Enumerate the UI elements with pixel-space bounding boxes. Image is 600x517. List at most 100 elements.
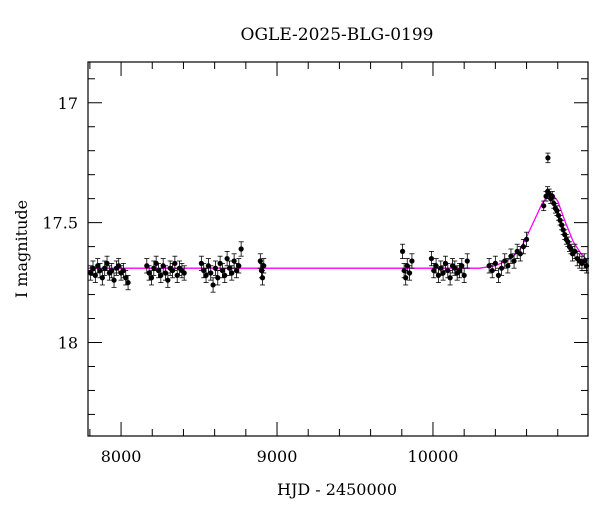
y-tick-label: 17: [58, 94, 78, 113]
data-point: [92, 267, 98, 283]
data-point: [203, 267, 209, 283]
point-marker: [545, 155, 551, 161]
x-tick-label: 8000: [101, 447, 142, 466]
point-marker: [215, 275, 221, 281]
data-point: [502, 253, 508, 269]
point-marker: [151, 265, 157, 271]
data-point: [409, 253, 415, 269]
x-tick-label: 10000: [408, 447, 459, 466]
data-point: [210, 277, 216, 293]
point-marker: [172, 260, 178, 266]
point-marker: [523, 236, 530, 243]
data-point: [447, 270, 453, 286]
data-point: [492, 255, 498, 271]
data-point: [464, 253, 470, 269]
point-marker: [109, 267, 115, 274]
data-point: [111, 272, 117, 288]
point-marker: [102, 265, 108, 271]
point-marker: [99, 275, 105, 281]
point-marker: [438, 265, 444, 271]
data-point: [158, 267, 164, 283]
point-marker: [409, 258, 415, 264]
point-marker: [508, 253, 514, 259]
point-marker: [495, 272, 502, 278]
data-point: [125, 274, 131, 291]
data-point: [511, 253, 517, 269]
data-point: [208, 265, 214, 281]
point-marker: [111, 277, 117, 283]
point-marker: [146, 270, 152, 276]
point-marker: [428, 255, 435, 262]
point-marker: [212, 265, 219, 271]
point-marker: [511, 258, 517, 264]
data-point: [461, 267, 467, 283]
point-marker: [257, 258, 263, 264]
data-point: [224, 250, 230, 267]
point-marker: [459, 263, 465, 269]
point-marker: [505, 263, 511, 269]
point-marker: [581, 258, 587, 264]
point-marker: [208, 270, 214, 276]
point-marker: [224, 255, 230, 262]
point-marker: [236, 263, 242, 269]
point-marker: [125, 279, 131, 286]
data-point: [495, 267, 502, 283]
data-points-group: [88, 152, 590, 293]
model-curve-group: [88, 193, 589, 269]
point-marker: [201, 267, 207, 274]
point-marker: [95, 263, 101, 269]
point-marker: [403, 275, 409, 281]
point-marker: [222, 272, 228, 278]
point-marker: [148, 275, 155, 281]
point-marker: [92, 272, 98, 278]
point-marker: [461, 272, 467, 278]
data-point: [545, 152, 551, 164]
point-marker: [520, 244, 527, 250]
data-point: [523, 231, 530, 248]
point-marker: [464, 258, 470, 264]
point-marker: [104, 260, 110, 266]
data-point: [236, 258, 242, 274]
point-marker: [88, 270, 94, 276]
data-point: [549, 191, 555, 202]
data-point: [212, 260, 219, 276]
point-marker: [181, 270, 187, 276]
chart-title: OGLE-2025-BLG-0199: [241, 25, 434, 45]
point-marker: [219, 267, 226, 274]
data-point: [399, 243, 406, 259]
data-point: [498, 260, 505, 276]
point-marker: [498, 265, 505, 271]
x-axis-label: HJD - 2450000: [277, 480, 397, 499]
point-marker: [502, 258, 508, 264]
y-axis-label: I magnitude: [12, 200, 31, 298]
point-marker: [452, 265, 458, 271]
data-point: [181, 265, 187, 281]
point-marker: [431, 267, 437, 274]
point-marker: [489, 267, 495, 274]
point-marker: [259, 275, 266, 281]
point-marker: [233, 267, 240, 274]
tick-labels: 8000 9000 10000 17 17.5 18: [42, 94, 458, 466]
point-marker: [203, 272, 209, 278]
data-point: [505, 258, 511, 274]
model-curve: [88, 193, 589, 269]
point-marker: [433, 263, 439, 269]
y-tick-label: 18: [58, 334, 78, 353]
data-point: [541, 200, 547, 212]
data-point: [238, 241, 244, 257]
point-marker: [492, 260, 498, 266]
point-marker: [406, 270, 413, 276]
point-marker: [517, 251, 523, 257]
point-marker: [399, 248, 406, 254]
data-point: [215, 270, 221, 286]
point-marker: [261, 263, 267, 269]
point-marker: [123, 275, 129, 281]
data-point: [517, 246, 523, 262]
point-marker: [165, 277, 171, 283]
point-marker: [456, 267, 463, 274]
point-marker: [238, 246, 244, 252]
data-point: [222, 267, 228, 283]
point-marker: [229, 270, 235, 276]
